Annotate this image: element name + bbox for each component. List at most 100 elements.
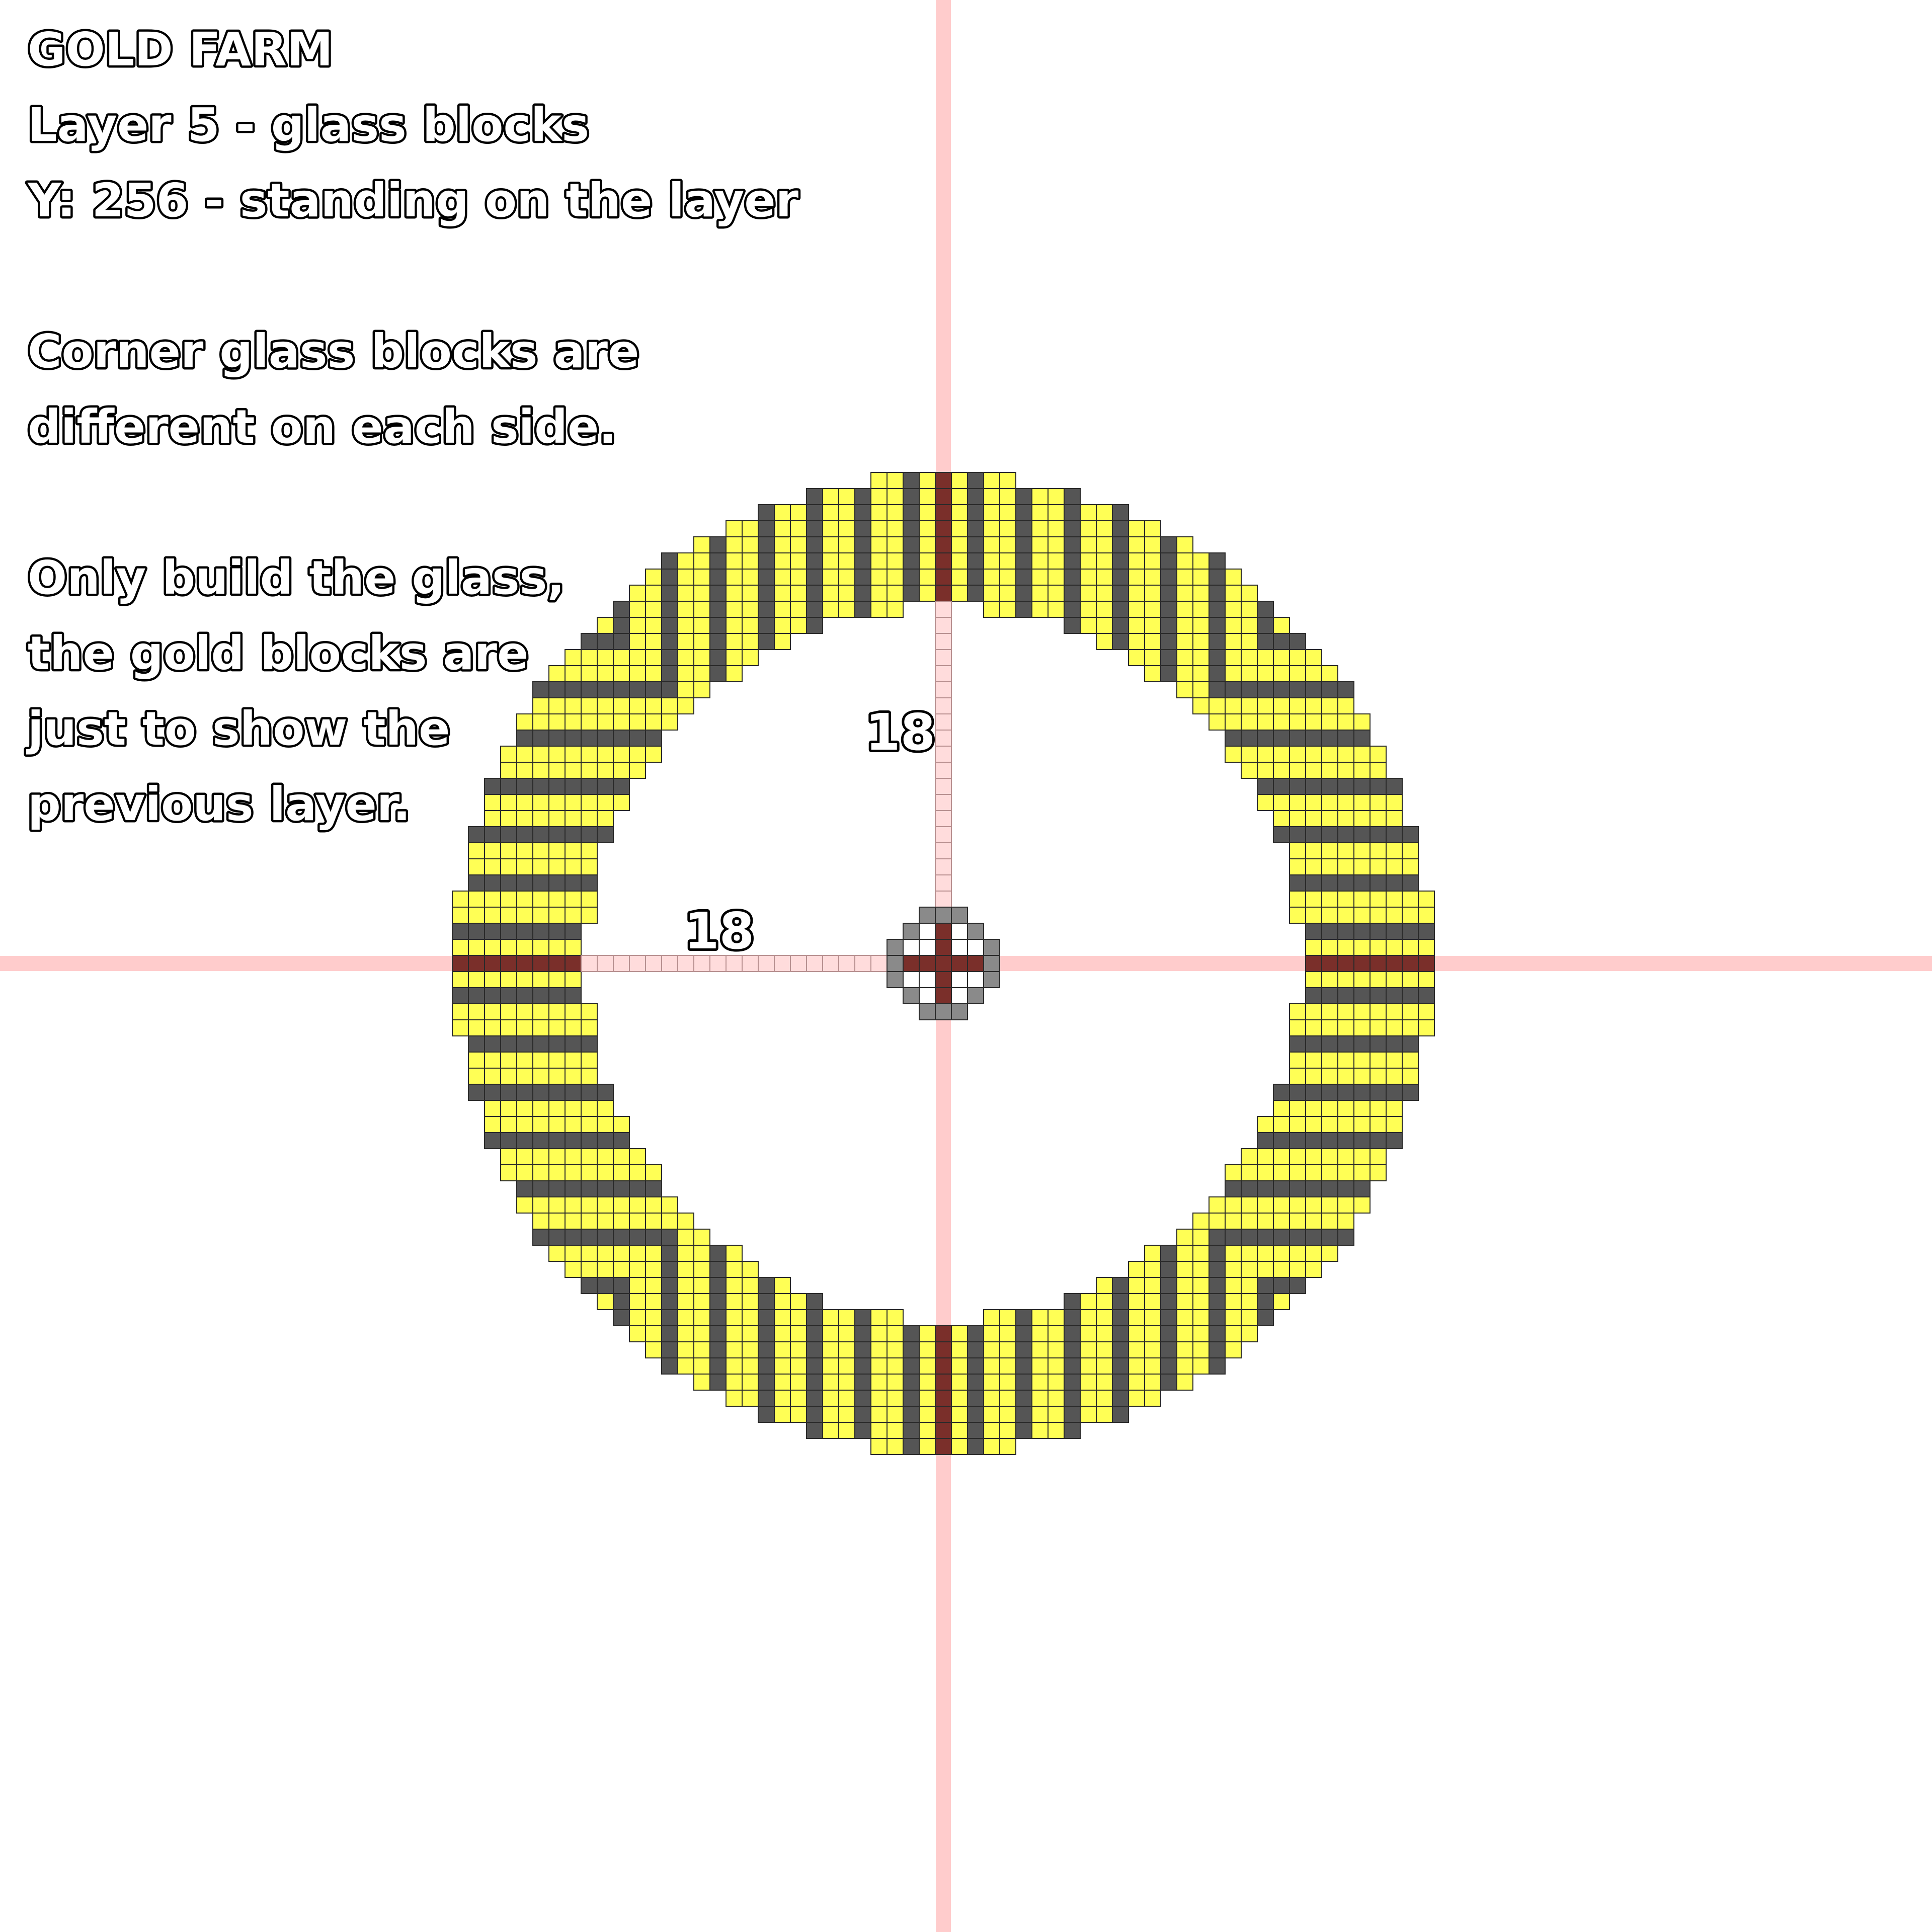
glass-block — [709, 569, 727, 586]
glass-block — [806, 1406, 823, 1423]
build-note-line1: Only build the glass, — [28, 551, 565, 605]
glass-block — [1305, 1084, 1322, 1101]
gold-block — [565, 1245, 582, 1262]
gold-block — [1209, 1196, 1226, 1214]
build-note-line4: previous layer. — [28, 777, 411, 831]
glass-block — [1257, 1132, 1274, 1149]
gold-block — [613, 1116, 630, 1133]
gold-block — [548, 1019, 566, 1036]
gold-block — [1273, 697, 1290, 714]
gold-block — [1305, 1019, 1322, 1036]
glass-block — [500, 778, 517, 795]
gold-block — [1096, 1374, 1113, 1391]
glass-block — [1257, 730, 1274, 747]
gold-block — [1370, 1052, 1387, 1069]
gold-block — [516, 1003, 533, 1020]
glass-block — [709, 1293, 727, 1310]
gold-block — [870, 472, 888, 489]
gold-block — [532, 1003, 549, 1020]
gold-block — [1144, 1277, 1161, 1294]
gold-block — [1289, 1019, 1306, 1036]
gold-block — [1176, 536, 1193, 553]
gold-block — [1321, 1196, 1338, 1214]
gold-block — [838, 552, 855, 570]
glass-block — [967, 552, 984, 570]
gold-block — [645, 617, 662, 634]
gold-block — [1353, 971, 1371, 988]
gold-block — [726, 569, 743, 586]
stone-block — [919, 1003, 936, 1020]
gold-block — [693, 1309, 710, 1326]
measure-path-block — [806, 955, 823, 972]
glass-block — [903, 536, 920, 553]
gold-block — [1209, 1213, 1226, 1230]
gold-block — [1096, 1390, 1113, 1407]
gold-block — [645, 1245, 662, 1262]
glass-block — [661, 649, 678, 666]
glass-block — [806, 585, 823, 602]
glass-block — [1160, 617, 1177, 634]
glass-block — [500, 1132, 517, 1149]
glass-block — [661, 617, 678, 634]
glass-block — [1241, 1180, 1258, 1197]
gold-block — [919, 552, 936, 570]
gold-block — [1386, 1052, 1403, 1069]
gold-block — [1353, 713, 1371, 731]
gold-block — [1337, 1068, 1354, 1085]
gold-block — [1353, 762, 1371, 779]
gold-block — [581, 1164, 598, 1181]
glass-block — [629, 730, 646, 747]
gold-block — [1273, 1213, 1290, 1230]
gold-block — [484, 794, 501, 811]
gold-block — [1080, 1309, 1097, 1326]
gold-block — [1289, 713, 1306, 731]
glass-block — [516, 826, 533, 843]
glass-block — [565, 1035, 582, 1053]
gold-block — [774, 1374, 791, 1391]
glass-block — [1064, 1309, 1081, 1326]
gold-block — [1128, 536, 1145, 553]
glass-block — [661, 601, 678, 618]
gold-block — [983, 536, 1000, 553]
gold-block — [693, 1325, 710, 1342]
gold-block — [532, 1213, 549, 1230]
center-line-block — [935, 552, 952, 570]
gold-block — [1096, 552, 1113, 570]
stone-block — [967, 987, 984, 1004]
glass-block — [1353, 987, 1371, 1004]
glass-block — [1160, 1374, 1177, 1391]
gold-block — [726, 1277, 743, 1294]
gold-block — [870, 1341, 888, 1358]
gold-block — [822, 1341, 839, 1358]
gold-block — [677, 601, 694, 618]
gold-block — [565, 1019, 582, 1036]
gold-block — [548, 1164, 566, 1181]
gold-block — [790, 585, 807, 602]
gold-block — [951, 520, 968, 537]
glass-block — [484, 874, 501, 892]
gold-block — [532, 697, 549, 714]
glass-block — [1209, 633, 1226, 650]
glass-block — [1015, 585, 1032, 602]
glass-block — [1160, 1325, 1177, 1342]
gold-block — [597, 1116, 614, 1133]
gold-block — [1353, 1003, 1371, 1020]
glass-block — [758, 1406, 775, 1423]
gold-block — [1241, 762, 1258, 779]
glass-block — [1160, 569, 1177, 586]
gold-block — [1402, 891, 1419, 908]
gold-block — [581, 1052, 598, 1069]
gold-block — [1176, 1229, 1193, 1246]
glass-block — [854, 536, 871, 553]
gold-block — [983, 1309, 1000, 1326]
gold-block — [1080, 617, 1097, 634]
gold-block — [838, 520, 855, 537]
gold-block — [1241, 1164, 1258, 1181]
empty-block — [951, 923, 968, 940]
gold-block — [1080, 1325, 1097, 1342]
gold-block — [726, 520, 743, 537]
glass-block — [709, 1261, 727, 1278]
gold-block — [742, 1341, 759, 1358]
glass-block — [1305, 987, 1322, 1004]
gold-block — [1337, 907, 1354, 924]
